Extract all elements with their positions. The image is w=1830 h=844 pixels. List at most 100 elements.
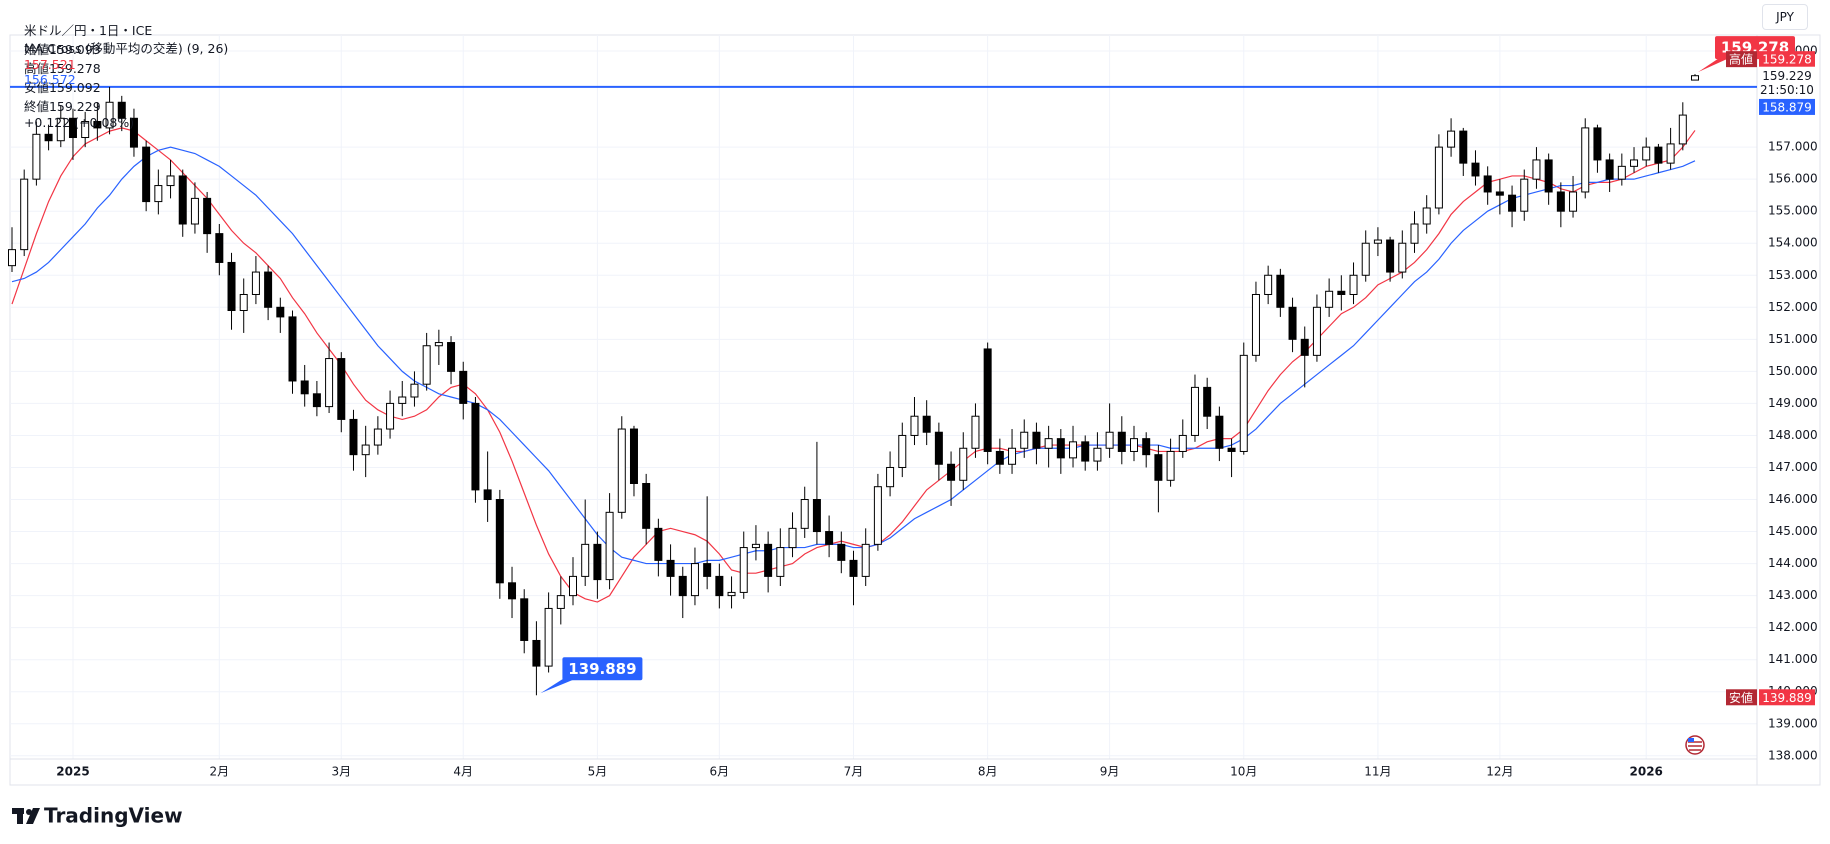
axis-tag-label-bg — [1726, 689, 1757, 706]
x-tick-label: 8月 — [978, 765, 998, 779]
currency-button[interactable]: JPY — [1762, 4, 1808, 30]
candle-body — [44, 133, 53, 142]
candle-body — [1069, 441, 1078, 459]
candle-body — [459, 370, 468, 404]
candle-body — [1459, 130, 1468, 164]
low-value: 159.092 — [48, 80, 101, 95]
candle-body — [1386, 239, 1395, 273]
candle-body — [1190, 386, 1199, 436]
candle-body — [337, 358, 346, 420]
candle-body — [605, 511, 614, 581]
candle-body — [1130, 438, 1138, 452]
x-tick-label: 5月 — [588, 765, 608, 779]
candle-body — [508, 582, 517, 600]
candle-body — [629, 428, 638, 484]
candle-body — [276, 306, 285, 318]
candle-body — [178, 175, 187, 225]
candle-body — [1337, 290, 1346, 295]
axis-tag-value: 139.889 — [1762, 691, 1812, 705]
candle-body — [239, 293, 248, 312]
candle-body — [471, 402, 480, 491]
y-tick-label: 138.000 — [1768, 748, 1818, 762]
candle-body — [203, 197, 212, 235]
ohlc: 安値159.092 — [24, 80, 106, 95]
countdown: 21:50:10 — [1760, 83, 1814, 97]
candle-body — [861, 543, 870, 577]
y-tick-label: 153.000 — [1768, 268, 1818, 282]
candle-body — [264, 271, 273, 308]
high-value: 159.278 — [48, 61, 101, 76]
candle-body — [1227, 447, 1236, 452]
candle-body — [1593, 127, 1602, 161]
candle-body — [410, 383, 419, 398]
candle-body — [1349, 274, 1358, 295]
candle-body — [910, 415, 919, 436]
candle-body — [581, 543, 590, 577]
ohlc: 高値159.278 — [24, 61, 106, 76]
candle-body — [739, 547, 748, 593]
candle-body — [569, 575, 577, 597]
candle-body — [642, 482, 651, 529]
candle-body — [654, 527, 663, 561]
legend-indicator[interactable]: MA Cross (移動平均の交差) (9, 26) 157.521 156.5… — [16, 23, 233, 87]
candle-body — [1556, 191, 1565, 212]
candle-body — [129, 117, 138, 148]
x-tick-label: 3月 — [331, 765, 351, 779]
candle-body — [227, 261, 236, 312]
candle-body — [1276, 274, 1285, 308]
candle-body — [593, 543, 602, 581]
candle-body — [142, 146, 151, 203]
candle-body — [373, 428, 382, 446]
candle-body — [1288, 306, 1297, 340]
y-tick-label: 157.000 — [1768, 140, 1818, 154]
candle-body — [1630, 159, 1639, 167]
candle-body — [1678, 114, 1687, 145]
current-price-bg — [1759, 66, 1815, 97]
candle-body — [398, 396, 407, 404]
candle-body — [422, 345, 431, 385]
candle-body — [690, 563, 699, 597]
candle-body — [727, 591, 736, 597]
indicator-name: MA Cross (移動平均の交差) (9, 26) — [23, 41, 229, 56]
ohlc: 終値159.229 — [24, 99, 106, 114]
flag-icon — [1685, 735, 1705, 755]
candle-body — [361, 444, 370, 456]
change: +0.122 (+0.08%) — [23, 115, 135, 130]
candle-body — [1666, 143, 1675, 164]
y-tick-label: 141.000 — [1768, 652, 1818, 666]
candle-body — [56, 117, 65, 142]
candle-body — [947, 463, 956, 481]
candle-body — [1410, 223, 1419, 244]
candle-body — [898, 434, 907, 468]
open-value: 159.093 — [48, 42, 101, 57]
candle-body — [1483, 175, 1492, 193]
legend-main: 米ドル／円・1日・ICE 始値159.093 高値159.278 安値159.0… — [16, 5, 157, 130]
y-tick-label: 142.000 — [1768, 620, 1818, 634]
axis-tag-label: 高値 — [1729, 52, 1753, 67]
y-tick-label: 151.000 — [1768, 332, 1818, 346]
candle-body — [776, 547, 785, 577]
axis-tag-value: 159.278 — [1762, 53, 1812, 67]
candle-body — [190, 197, 199, 225]
candle-body — [300, 380, 309, 395]
candle-body — [1215, 415, 1224, 449]
candle-body — [849, 559, 858, 577]
candle-body — [751, 543, 760, 549]
candle-body — [68, 117, 77, 139]
candle-body — [117, 101, 126, 119]
frame — [9, 34, 1821, 786]
callout-pointer — [540, 679, 575, 694]
axis-tag-bg — [1759, 689, 1815, 706]
candle-body — [325, 358, 334, 408]
callout-low-label: 139.889 — [568, 660, 636, 678]
ohlc: 始値159.093 — [24, 42, 106, 57]
y-tick-label: 144.000 — [1768, 556, 1818, 570]
axis-tag-label: 安値 — [1729, 690, 1753, 705]
candle-body — [386, 402, 395, 430]
close-value: 159.229 — [48, 99, 101, 114]
y-tick-label: 152.000 — [1768, 300, 1818, 314]
y-tick-label: 149.000 — [1768, 396, 1818, 410]
x-tick-label: 2月 — [210, 765, 230, 779]
symbol: 米ドル／円・1日・ICE — [23, 23, 153, 38]
